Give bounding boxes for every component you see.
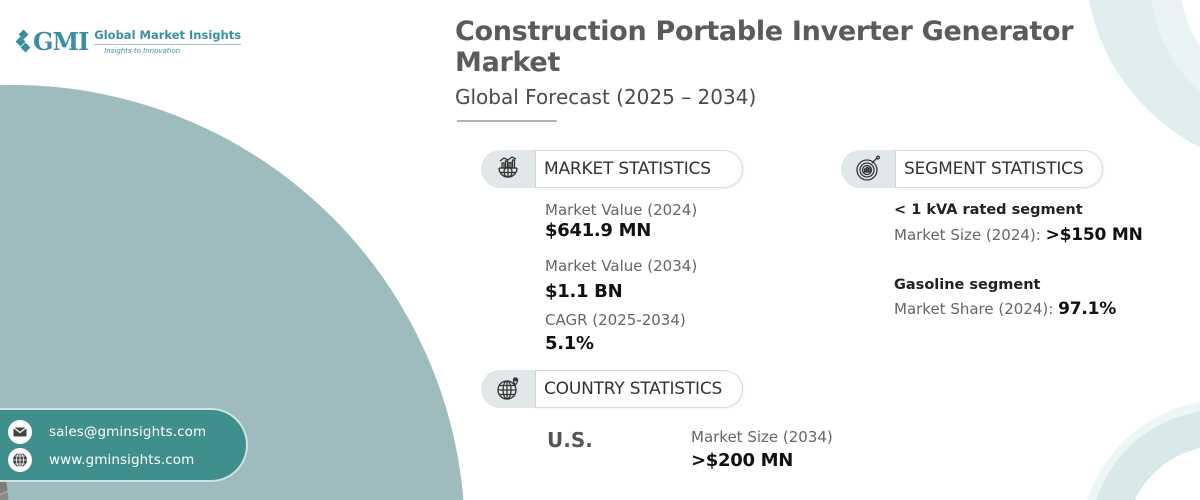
segment-1-line: Market Size (2024): >$150 MN	[894, 225, 1143, 245]
country-market-size-value: >$200 MN	[691, 450, 794, 471]
market-value-2024: $641.9 MN	[545, 220, 652, 241]
logo-company-name: Global Market Insights	[94, 28, 242, 45]
segment-statistics-header: SEGMENT STATISTICS	[841, 150, 1103, 188]
envelope-icon	[8, 420, 32, 444]
cagr-label: CAGR (2025-2034)	[545, 311, 686, 329]
globe-pin-icon	[481, 370, 535, 408]
segment-1-value: >$150 MN	[1045, 225, 1143, 245]
market-value-2024-label: Market Value (2024)	[545, 201, 698, 219]
market-statistics-heading: MARKET STATISTICS	[535, 150, 743, 188]
country-statistics-heading: COUNTRY STATISTICS	[535, 370, 743, 408]
segment-2-value: 97.1%	[1058, 299, 1117, 319]
chart-globe-icon	[481, 150, 535, 188]
generator-photo	[0, 93, 10, 500]
country-statistics-header: COUNTRY STATISTICS	[481, 370, 743, 408]
segment-1-title: < 1 kVA rated segment	[894, 202, 1083, 218]
segment-1-label: Market Size (2024):	[894, 226, 1041, 244]
segment-2-title: Gasoline segment	[894, 277, 1041, 293]
segment-2-label: Market Share (2024):	[894, 300, 1054, 318]
target-chart-icon	[841, 150, 895, 188]
cagr-value: 5.1%	[545, 333, 594, 354]
market-value-2034-label: Market Value (2034)	[545, 257, 698, 275]
market-statistics-header: MARKET STATISTICS	[481, 150, 743, 188]
contact-email[interactable]: sales@gminsights.com	[8, 420, 206, 444]
country-market-size-label: Market Size (2034)	[691, 428, 833, 446]
logo-mark: GMI	[33, 27, 89, 56]
country-name: U.S.	[547, 428, 593, 452]
market-value-2034: $1.1 BN	[545, 281, 623, 302]
page-subtitle: Global Forecast (2025 – 2034)	[455, 85, 757, 109]
segment-statistics-heading: SEGMENT STATISTICS	[895, 150, 1103, 188]
globe-icon	[8, 448, 32, 472]
segment-2-line: Market Share (2024): 97.1%	[894, 299, 1116, 319]
logo-diamonds-icon	[15, 29, 31, 53]
gmi-logo: GMI Global Market Insights Insights to I…	[15, 27, 242, 56]
website-link[interactable]: www.gminsights.com	[49, 452, 195, 468]
title-divider	[457, 120, 557, 122]
page-title: Construction Portable Inverter Generator…	[455, 16, 1074, 78]
logo-tagline: Insights to Innovation	[104, 47, 181, 55]
email-link[interactable]: sales@gminsights.com	[49, 424, 207, 440]
contact-website[interactable]: www.gminsights.com	[8, 448, 194, 472]
contact-panel: sales@gminsights.com www.gminsights.com	[0, 408, 248, 482]
